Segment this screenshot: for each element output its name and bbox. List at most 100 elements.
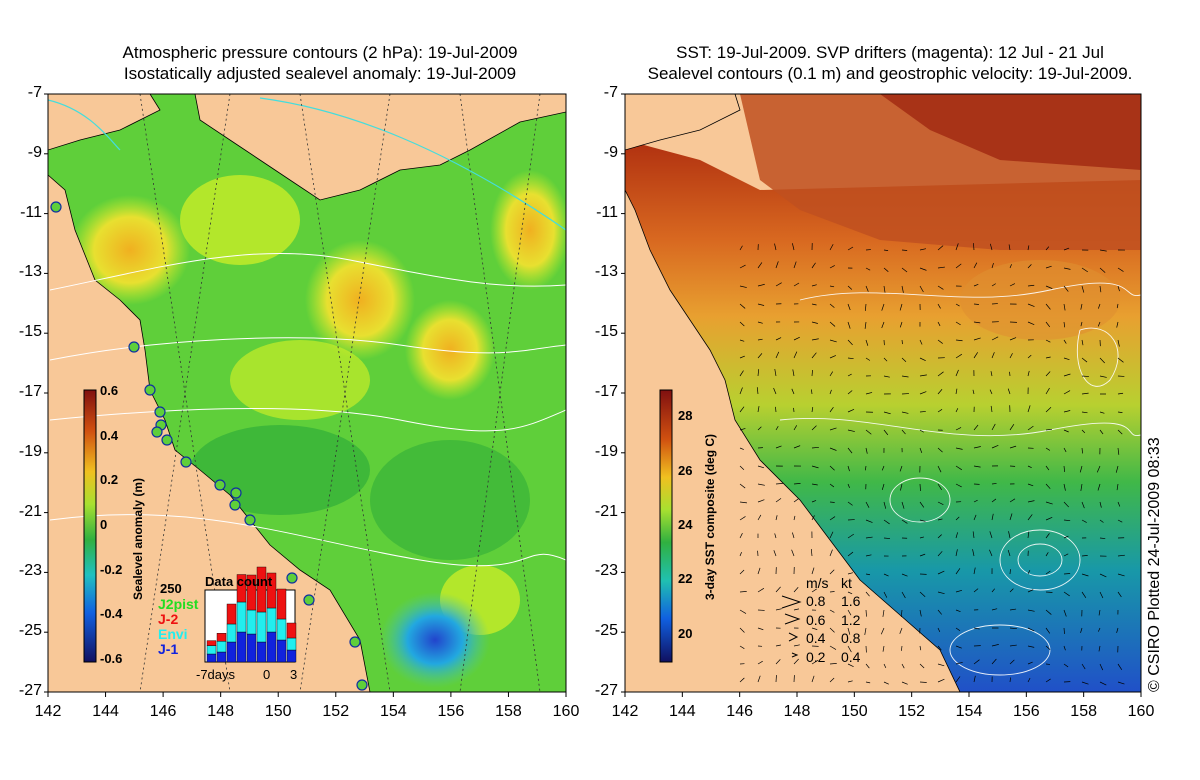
velocity-arrow xyxy=(1081,392,1089,395)
velocity-arrow xyxy=(919,267,927,271)
velocity-arrow xyxy=(1098,627,1101,632)
velocity-arrow xyxy=(1027,570,1031,575)
velocity-arrow xyxy=(883,267,889,272)
lat-tick-left: -13 xyxy=(18,263,42,281)
histogram-xlabel: 3 xyxy=(290,667,298,682)
velocity-arrow xyxy=(1027,627,1035,632)
velocity-arrow xyxy=(1099,663,1104,671)
histogram-bar xyxy=(236,631,247,663)
velocity-arrow xyxy=(1045,517,1053,521)
histogram-bar xyxy=(266,572,277,609)
right-map-title-line2: Sealevel contours (0.1 m) and geostrophi… xyxy=(647,64,1133,83)
velocity-arrow xyxy=(739,303,746,309)
histogram-bar xyxy=(246,609,257,635)
velocity-arrow xyxy=(1063,535,1069,539)
right-australia-land xyxy=(625,189,961,692)
velocity-arrow xyxy=(792,532,795,539)
velocity-arrow xyxy=(919,411,926,413)
velocity-arrow xyxy=(1096,465,1101,473)
velocity-arrow xyxy=(973,514,977,521)
velocity-arrow xyxy=(880,627,885,635)
velocity-arrow xyxy=(1063,339,1067,344)
velocity-arrow xyxy=(847,572,854,575)
lon-tick-left: 158 xyxy=(495,703,522,720)
velocity-arrow xyxy=(972,531,975,539)
velocity-arrow xyxy=(793,515,796,521)
velocity-arrow xyxy=(829,569,835,575)
velocity-arrow xyxy=(1099,375,1107,378)
velocity-arrow xyxy=(1009,644,1017,647)
velocity-arrow xyxy=(1027,465,1032,469)
velocity-arrow xyxy=(991,658,997,665)
histogram-bar xyxy=(206,645,217,655)
velocity-arrow xyxy=(919,483,921,491)
velocity-arrow xyxy=(1099,681,1107,686)
velocity-arrow xyxy=(881,483,885,490)
velocity-arrow xyxy=(847,591,853,595)
velocity-arrow xyxy=(919,501,925,508)
velocity-arrow xyxy=(883,429,889,436)
velocity-arrow xyxy=(829,265,835,269)
velocity-arrow xyxy=(899,321,903,328)
velocity-arrow xyxy=(1009,353,1013,359)
velocity-arrow xyxy=(901,267,908,273)
velocity-arrow xyxy=(811,675,815,683)
velocity-arrow xyxy=(955,589,963,593)
velocity-arrow xyxy=(1063,285,1069,292)
right-colorbar xyxy=(659,389,673,663)
velocity-arrow xyxy=(1080,303,1083,310)
velocity-arrow xyxy=(792,369,795,377)
velocity-arrow xyxy=(757,675,761,683)
velocity-arrow xyxy=(757,587,765,593)
velocity-arrow xyxy=(864,321,867,329)
velocity-arrow xyxy=(955,243,959,251)
velocity-arrow xyxy=(937,465,942,473)
velocity-arrow xyxy=(919,339,923,345)
velocity-arrow xyxy=(1080,627,1083,633)
velocity-arrow xyxy=(865,663,870,669)
velocity-arrow xyxy=(811,321,818,324)
velocity-arrow xyxy=(881,321,885,329)
velocity-arrow xyxy=(1099,285,1102,293)
velocity-arrow xyxy=(937,483,942,490)
velocity-arrow xyxy=(955,676,961,683)
velocity-arrow xyxy=(937,245,944,251)
left-tide-gauges xyxy=(50,201,368,691)
velocity-arrow xyxy=(883,357,888,362)
velocity-arrow xyxy=(1027,245,1030,251)
velocity-arrow xyxy=(773,387,777,395)
histogram-bar xyxy=(246,574,257,611)
velocity-arrow xyxy=(829,531,834,539)
velocity-arrow xyxy=(1097,321,1101,327)
velocity-arrow xyxy=(775,586,781,593)
velocity-arrow xyxy=(901,411,909,414)
velocity-arrow xyxy=(882,645,885,652)
velocity-arrow xyxy=(864,303,867,311)
lon-tick-right: 142 xyxy=(611,703,639,720)
histogram-bar xyxy=(226,641,237,663)
velocity-arrow xyxy=(1081,339,1084,346)
velocity-arrow xyxy=(973,465,981,468)
histogram-bar xyxy=(276,618,287,641)
lat-tick-right: -13 xyxy=(594,263,618,281)
velocity-arrow xyxy=(1009,283,1016,287)
velocity-arrow xyxy=(829,447,837,451)
velocity-arrow xyxy=(829,244,834,251)
velocity-arrow xyxy=(883,501,887,509)
velocity-arrow xyxy=(1115,465,1119,473)
velocity-arrow xyxy=(865,339,869,346)
velocity-arrow xyxy=(1045,303,1051,310)
lon-tick-left: 160 xyxy=(552,703,580,720)
velocity-arrow xyxy=(810,549,813,557)
velocity-arrow xyxy=(919,447,923,454)
velocity-arrow xyxy=(1063,429,1069,433)
velocity-arrow xyxy=(1099,249,1107,252)
velocity-arrow xyxy=(919,429,924,433)
histogram-legend-Envi: Envi xyxy=(158,626,188,642)
velocity-arrow xyxy=(1099,573,1107,578)
velocity-arrow xyxy=(883,519,890,525)
velocity-arrow xyxy=(972,549,975,557)
histogram-xlabel: 0 xyxy=(263,667,271,682)
velocity-arrow xyxy=(739,645,745,649)
velocity-arrow xyxy=(1009,608,1017,611)
